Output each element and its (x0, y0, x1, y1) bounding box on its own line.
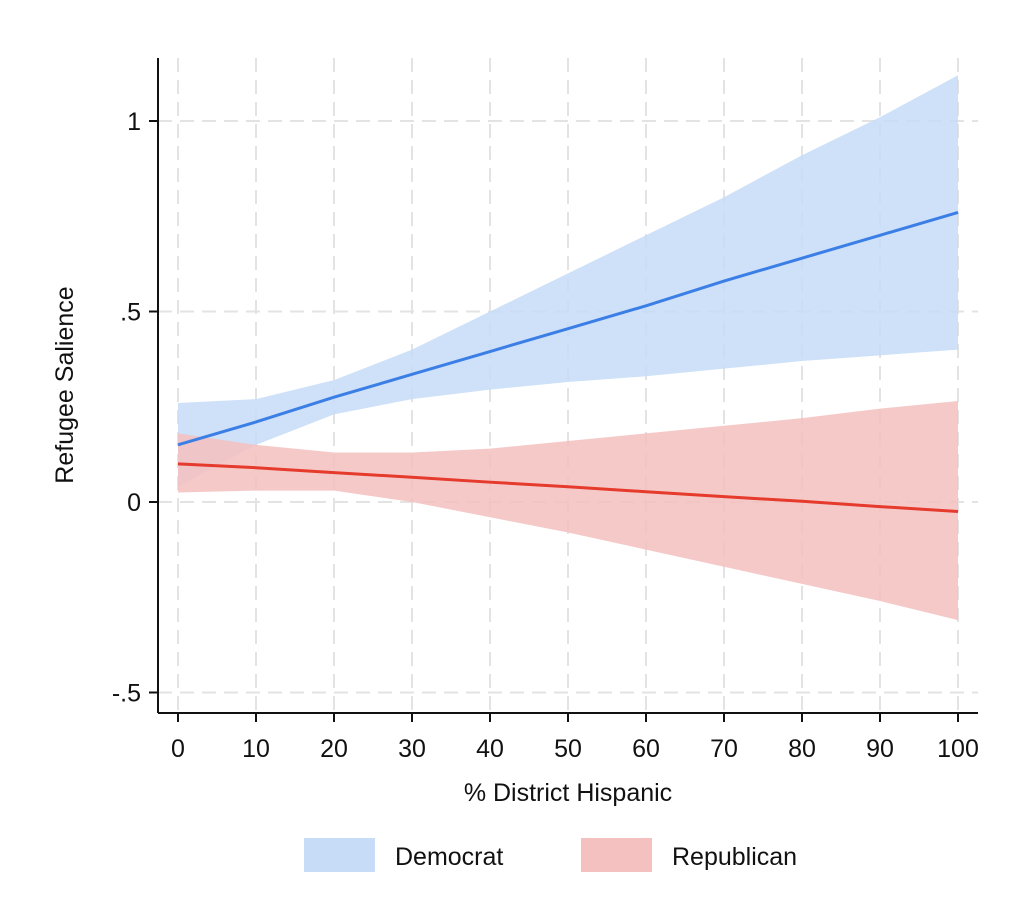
legend-swatch-republican (581, 838, 652, 872)
x-axis-title: % District Hispanic (464, 779, 672, 807)
x-tick-label: 80 (788, 735, 816, 763)
series-line-republican (177, 462, 959, 514)
y-tick-label: 1 (127, 108, 141, 136)
x-tick-label: 20 (320, 735, 348, 763)
x-tick-label: 10 (242, 735, 270, 763)
confidence-band-republican (178, 401, 958, 621)
x-ticks: 0 10 20 30 40 50 60 70 80 90 100 (171, 713, 979, 763)
legend: Democrat Republican (304, 838, 797, 872)
series-line-democrat (177, 211, 959, 447)
x-tick-label: 50 (554, 735, 582, 763)
confidence-bands (178, 75, 958, 621)
x-tick-label: 70 (710, 735, 738, 763)
legend-label-democrat: Democrat (395, 843, 503, 871)
y-ticks: -.5 0 .5 1 (112, 108, 158, 708)
y-tick-label: 0 (127, 489, 141, 517)
x-tick-label: 30 (398, 735, 426, 763)
legend-label-republican: Republican (672, 843, 797, 871)
x-tick-label: 90 (866, 735, 894, 763)
series-lines (177, 211, 959, 514)
y-axis-title: Refugee Salience (51, 286, 79, 483)
x-tick-label: 60 (632, 735, 660, 763)
confidence-band-democrat (178, 75, 958, 487)
y-tick-label: -.5 (112, 680, 141, 708)
y-tick-label: .5 (120, 299, 141, 327)
x-tick-label: 100 (937, 735, 979, 763)
legend-swatch-democrat (304, 838, 375, 872)
x-tick-label: 0 (171, 735, 185, 763)
x-tick-label: 40 (476, 735, 504, 763)
